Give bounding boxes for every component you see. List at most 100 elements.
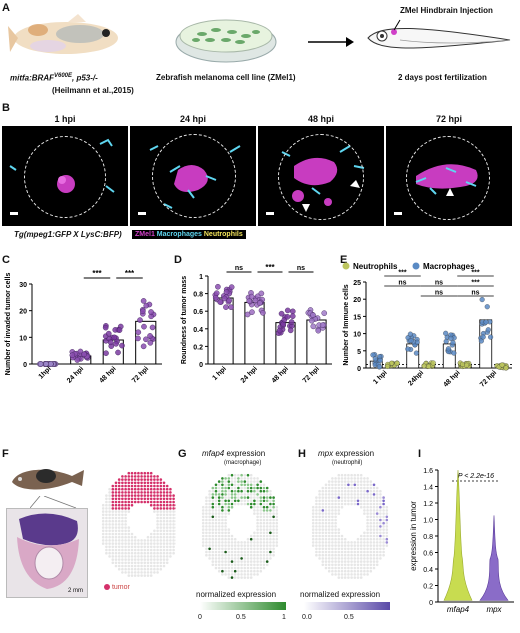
spot: [130, 497, 134, 501]
spot: [382, 537, 385, 541]
panel-label-d: D: [174, 254, 182, 266]
spot: [149, 532, 153, 536]
spot: [217, 525, 221, 528]
spot: [117, 529, 121, 533]
spot: [318, 537, 321, 541]
spot: [265, 512, 269, 515]
spot: [350, 569, 353, 573]
spot: [272, 512, 275, 515]
spot: [121, 513, 124, 517]
spot: [334, 480, 337, 483]
spot: [140, 478, 143, 481]
spot: [337, 528, 341, 531]
spot: [334, 521, 337, 525]
spot: [366, 493, 369, 496]
spot: [121, 539, 124, 542]
spot: [133, 494, 137, 497]
spot: [211, 528, 215, 531]
spot: [165, 494, 169, 497]
spot: [366, 560, 369, 563]
spot: [172, 513, 175, 517]
spot: [159, 561, 163, 565]
spot: [127, 532, 131, 536]
x-tick-label: mfap4: [447, 605, 470, 614]
spot: [137, 478, 140, 481]
spot: [243, 560, 247, 563]
y-tick-label: 1.0: [423, 518, 433, 525]
spot: [227, 553, 231, 557]
spot: [140, 487, 143, 491]
spot: [382, 496, 385, 499]
data-point: [289, 313, 296, 320]
spot: [217, 537, 221, 541]
spot: [130, 564, 134, 568]
spot: [246, 563, 250, 567]
spot: [162, 500, 166, 504]
spot: [140, 542, 143, 545]
spot: [337, 509, 341, 512]
spot: [324, 505, 328, 509]
spot: [369, 541, 373, 544]
data-point: [483, 319, 489, 325]
spot: [369, 534, 373, 538]
spot: [230, 493, 234, 496]
spot: [256, 566, 259, 570]
spot: [124, 561, 127, 565]
spot: [237, 557, 240, 560]
spot: [137, 471, 140, 475]
spot: [259, 541, 263, 544]
spot: [133, 535, 137, 539]
spot: [363, 502, 366, 506]
spot: [249, 534, 253, 538]
spot: [233, 477, 237, 480]
spot: [121, 503, 124, 507]
spot: [137, 484, 140, 488]
spot: [133, 491, 137, 494]
spot: [175, 516, 176, 520]
spot: [327, 518, 331, 522]
spot: [331, 477, 334, 480]
spot: [130, 484, 134, 488]
spot: [340, 483, 344, 487]
spot: [347, 553, 350, 557]
spot: [343, 566, 347, 570]
spot: [259, 509, 263, 512]
spot: [265, 550, 269, 554]
spot: [340, 502, 344, 506]
spot: [146, 471, 150, 475]
spot: [321, 496, 325, 499]
data-point: [426, 363, 432, 369]
spot: [359, 534, 363, 538]
data-point: [244, 311, 251, 318]
spot: [253, 502, 256, 506]
spot: [372, 489, 376, 493]
spot: [227, 512, 231, 515]
spot: [162, 564, 166, 568]
spot: [214, 496, 218, 499]
spot: [311, 531, 315, 535]
spot: [262, 547, 266, 551]
spot: [117, 497, 121, 501]
spot: [211, 509, 215, 512]
mpx-title: mpx expression: [318, 449, 375, 458]
spot: [137, 564, 140, 568]
spot: [201, 515, 205, 519]
spot: [201, 505, 205, 509]
spot: [385, 521, 389, 525]
spot: [146, 494, 150, 497]
spot: [256, 563, 259, 567]
spot: [327, 505, 331, 509]
spot: [146, 542, 150, 545]
data-point: [137, 317, 143, 323]
spot: [379, 550, 382, 554]
spot: [221, 566, 224, 570]
y-tick-label: 0.2: [193, 344, 203, 351]
spot: [372, 505, 376, 509]
spot: [375, 512, 379, 515]
spot: [259, 550, 263, 554]
spot: [214, 553, 218, 557]
spot: [343, 496, 347, 499]
spot: [340, 563, 344, 567]
spot: [175, 539, 176, 542]
